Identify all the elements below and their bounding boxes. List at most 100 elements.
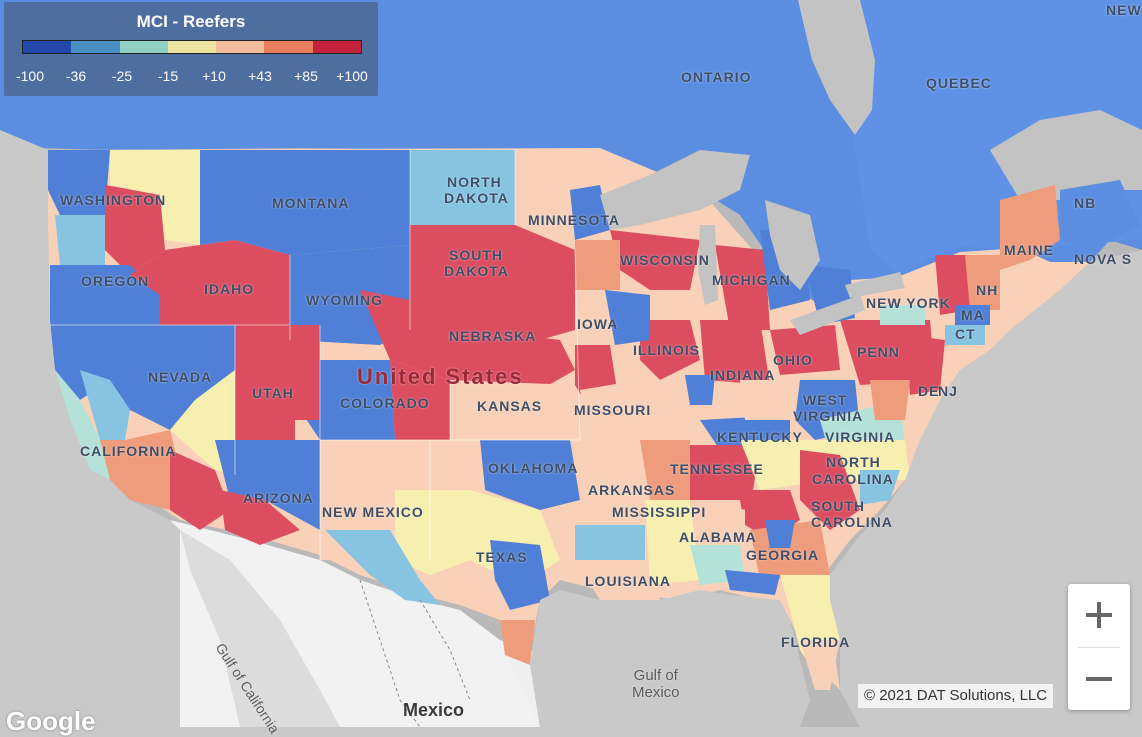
region-wisconsin-west[interactable] bbox=[575, 240, 620, 290]
region-texas-south[interactable] bbox=[500, 620, 535, 665]
region-washington-east[interactable] bbox=[105, 185, 165, 275]
label-georgia: GEORGIA bbox=[746, 547, 820, 563]
region-oregon[interactable] bbox=[50, 265, 160, 325]
region-idaho[interactable] bbox=[130, 240, 290, 325]
lake-superior bbox=[600, 150, 750, 230]
region-virginia-east[interactable] bbox=[870, 380, 910, 420]
region-ohio[interactable] bbox=[770, 325, 840, 375]
region-texas-west[interactable] bbox=[325, 530, 440, 605]
label-michigan: MICHIGAN bbox=[712, 272, 791, 288]
region-arizona[interactable] bbox=[215, 440, 320, 530]
region-new-hampshire[interactable] bbox=[965, 255, 1000, 310]
region-montana[interactable] bbox=[200, 150, 410, 255]
label-virginia: VIRGINIA bbox=[825, 429, 896, 445]
region-wisconsin[interactable] bbox=[610, 230, 700, 290]
region-michigan[interactable] bbox=[715, 245, 770, 330]
region-nc-coast[interactable] bbox=[860, 470, 900, 505]
region-north-dakota[interactable] bbox=[410, 150, 515, 225]
legend-swatch-2 bbox=[119, 41, 168, 53]
region-ny-green[interactable] bbox=[880, 305, 925, 325]
legend-tick-0: -100 bbox=[15, 68, 45, 84]
lake-erie bbox=[790, 295, 865, 335]
label-arkansas: ARKANSAS bbox=[588, 482, 676, 498]
region-indiana[interactable] bbox=[700, 320, 770, 385]
label-north-dakota-1: NORTH bbox=[447, 174, 502, 190]
google-logo[interactable]: Google bbox=[6, 706, 96, 736]
label-de: DE bbox=[918, 383, 940, 399]
region-pennsylvania-east[interactable] bbox=[905, 335, 945, 395]
region-nebraska[interactable] bbox=[360, 290, 575, 390]
region-washington-coast[interactable] bbox=[55, 215, 105, 265]
copyright-attribution: © 2021 DAT Solutions, LLC bbox=[858, 684, 1054, 708]
label-new: NEW bbox=[1106, 2, 1142, 18]
region-colorado[interactable] bbox=[390, 360, 450, 440]
region-vermont[interactable] bbox=[935, 255, 970, 315]
label-illinois: ILLINOIS bbox=[633, 342, 701, 358]
region-louisiana-south[interactable] bbox=[575, 560, 660, 600]
region-utah[interactable] bbox=[235, 325, 320, 440]
region-colorado-west[interactable] bbox=[300, 360, 395, 440]
legend-tick-5: +43 bbox=[248, 68, 272, 84]
region-maine[interactable] bbox=[1000, 185, 1060, 270]
region-arkansas[interactable] bbox=[580, 450, 660, 530]
label-south-carolina-1: SOUTH bbox=[811, 498, 865, 514]
label-maine: MAINE bbox=[1004, 242, 1055, 258]
legend-swatch-6 bbox=[312, 41, 361, 53]
region-oklahoma[interactable] bbox=[480, 440, 580, 510]
region-new-mexico-south[interactable] bbox=[395, 490, 470, 575]
region-arkansas-east[interactable] bbox=[640, 440, 690, 500]
label-idaho: IDAHO bbox=[204, 281, 255, 297]
region-south-carolina[interactable] bbox=[800, 450, 860, 530]
label-wisconsin: WISCONSIN bbox=[620, 252, 710, 268]
region-nevada[interactable] bbox=[110, 325, 235, 430]
label-nova-scotia: NOVA S bbox=[1074, 251, 1133, 267]
label-louisiana: LOUISIANA bbox=[585, 573, 671, 589]
region-georgia-blue[interactable] bbox=[765, 520, 795, 548]
label-north-dakota-2: DAKOTA bbox=[444, 190, 509, 206]
region-new-brunswick[interactable] bbox=[1060, 180, 1140, 250]
label-quebec: QUEBEC bbox=[926, 75, 992, 91]
zoom-controls bbox=[1068, 584, 1130, 710]
region-washington-west[interactable] bbox=[48, 150, 110, 215]
region-idaho-panhandle[interactable] bbox=[110, 150, 200, 245]
region-tennessee[interactable] bbox=[680, 445, 760, 510]
region-california-coast[interactable] bbox=[55, 370, 110, 480]
zoom-out-button[interactable] bbox=[1068, 648, 1130, 710]
region-illinois[interactable] bbox=[640, 320, 700, 380]
state-borders bbox=[50, 150, 581, 560]
region-kansas[interactable] bbox=[450, 380, 580, 440]
region-massachusetts[interactable] bbox=[955, 305, 990, 325]
region-south-dakota[interactable] bbox=[410, 225, 575, 340]
region-illinois-central[interactable] bbox=[605, 290, 650, 345]
label-minnesota: MINNESOTA bbox=[528, 212, 620, 228]
region-florida-south[interactable] bbox=[800, 640, 840, 690]
label-oklahoma: OKLAHOMA bbox=[488, 460, 579, 476]
label-gulf-of-mexico-line1: Gulf of bbox=[633, 667, 678, 684]
region-texas-panhandle[interactable] bbox=[430, 440, 485, 490]
label-nh: NH bbox=[976, 282, 999, 298]
label-south-dakota-1: SOUTH bbox=[449, 247, 503, 263]
plus-icon bbox=[1086, 602, 1112, 628]
region-arizona-west[interactable] bbox=[170, 450, 230, 530]
region-connecticut[interactable] bbox=[945, 325, 985, 345]
label-gulf-of-mexico: Gulf of Mexico bbox=[632, 667, 680, 701]
region-minnesota-east[interactable] bbox=[570, 185, 610, 240]
minus-icon bbox=[1086, 677, 1112, 681]
legend: MCI - Reefers -100 -36 -25 -15 +10 +43 +85 +100 bbox=[4, 2, 378, 96]
region-missouri-south[interactable] bbox=[580, 380, 650, 440]
region-texas-east[interactable] bbox=[490, 540, 550, 610]
region-mississippi[interactable] bbox=[645, 500, 700, 585]
label-mississippi: MISSISSIPPI bbox=[612, 504, 707, 520]
region-kentucky-east[interactable] bbox=[740, 380, 800, 420]
region-indiana-blue[interactable] bbox=[685, 375, 715, 405]
label-utah: UTAH bbox=[252, 385, 294, 401]
label-united-states: United States bbox=[357, 364, 524, 389]
label-south-dakota-2: DAKOTA bbox=[444, 263, 509, 279]
zoom-in-button[interactable] bbox=[1068, 584, 1130, 646]
region-arizona-south[interactable] bbox=[220, 490, 300, 545]
label-ct: CT bbox=[955, 326, 976, 342]
label-ohio: OHIO bbox=[773, 352, 813, 368]
region-florida-panhandle[interactable] bbox=[725, 570, 780, 595]
region-california-central[interactable] bbox=[80, 370, 130, 440]
